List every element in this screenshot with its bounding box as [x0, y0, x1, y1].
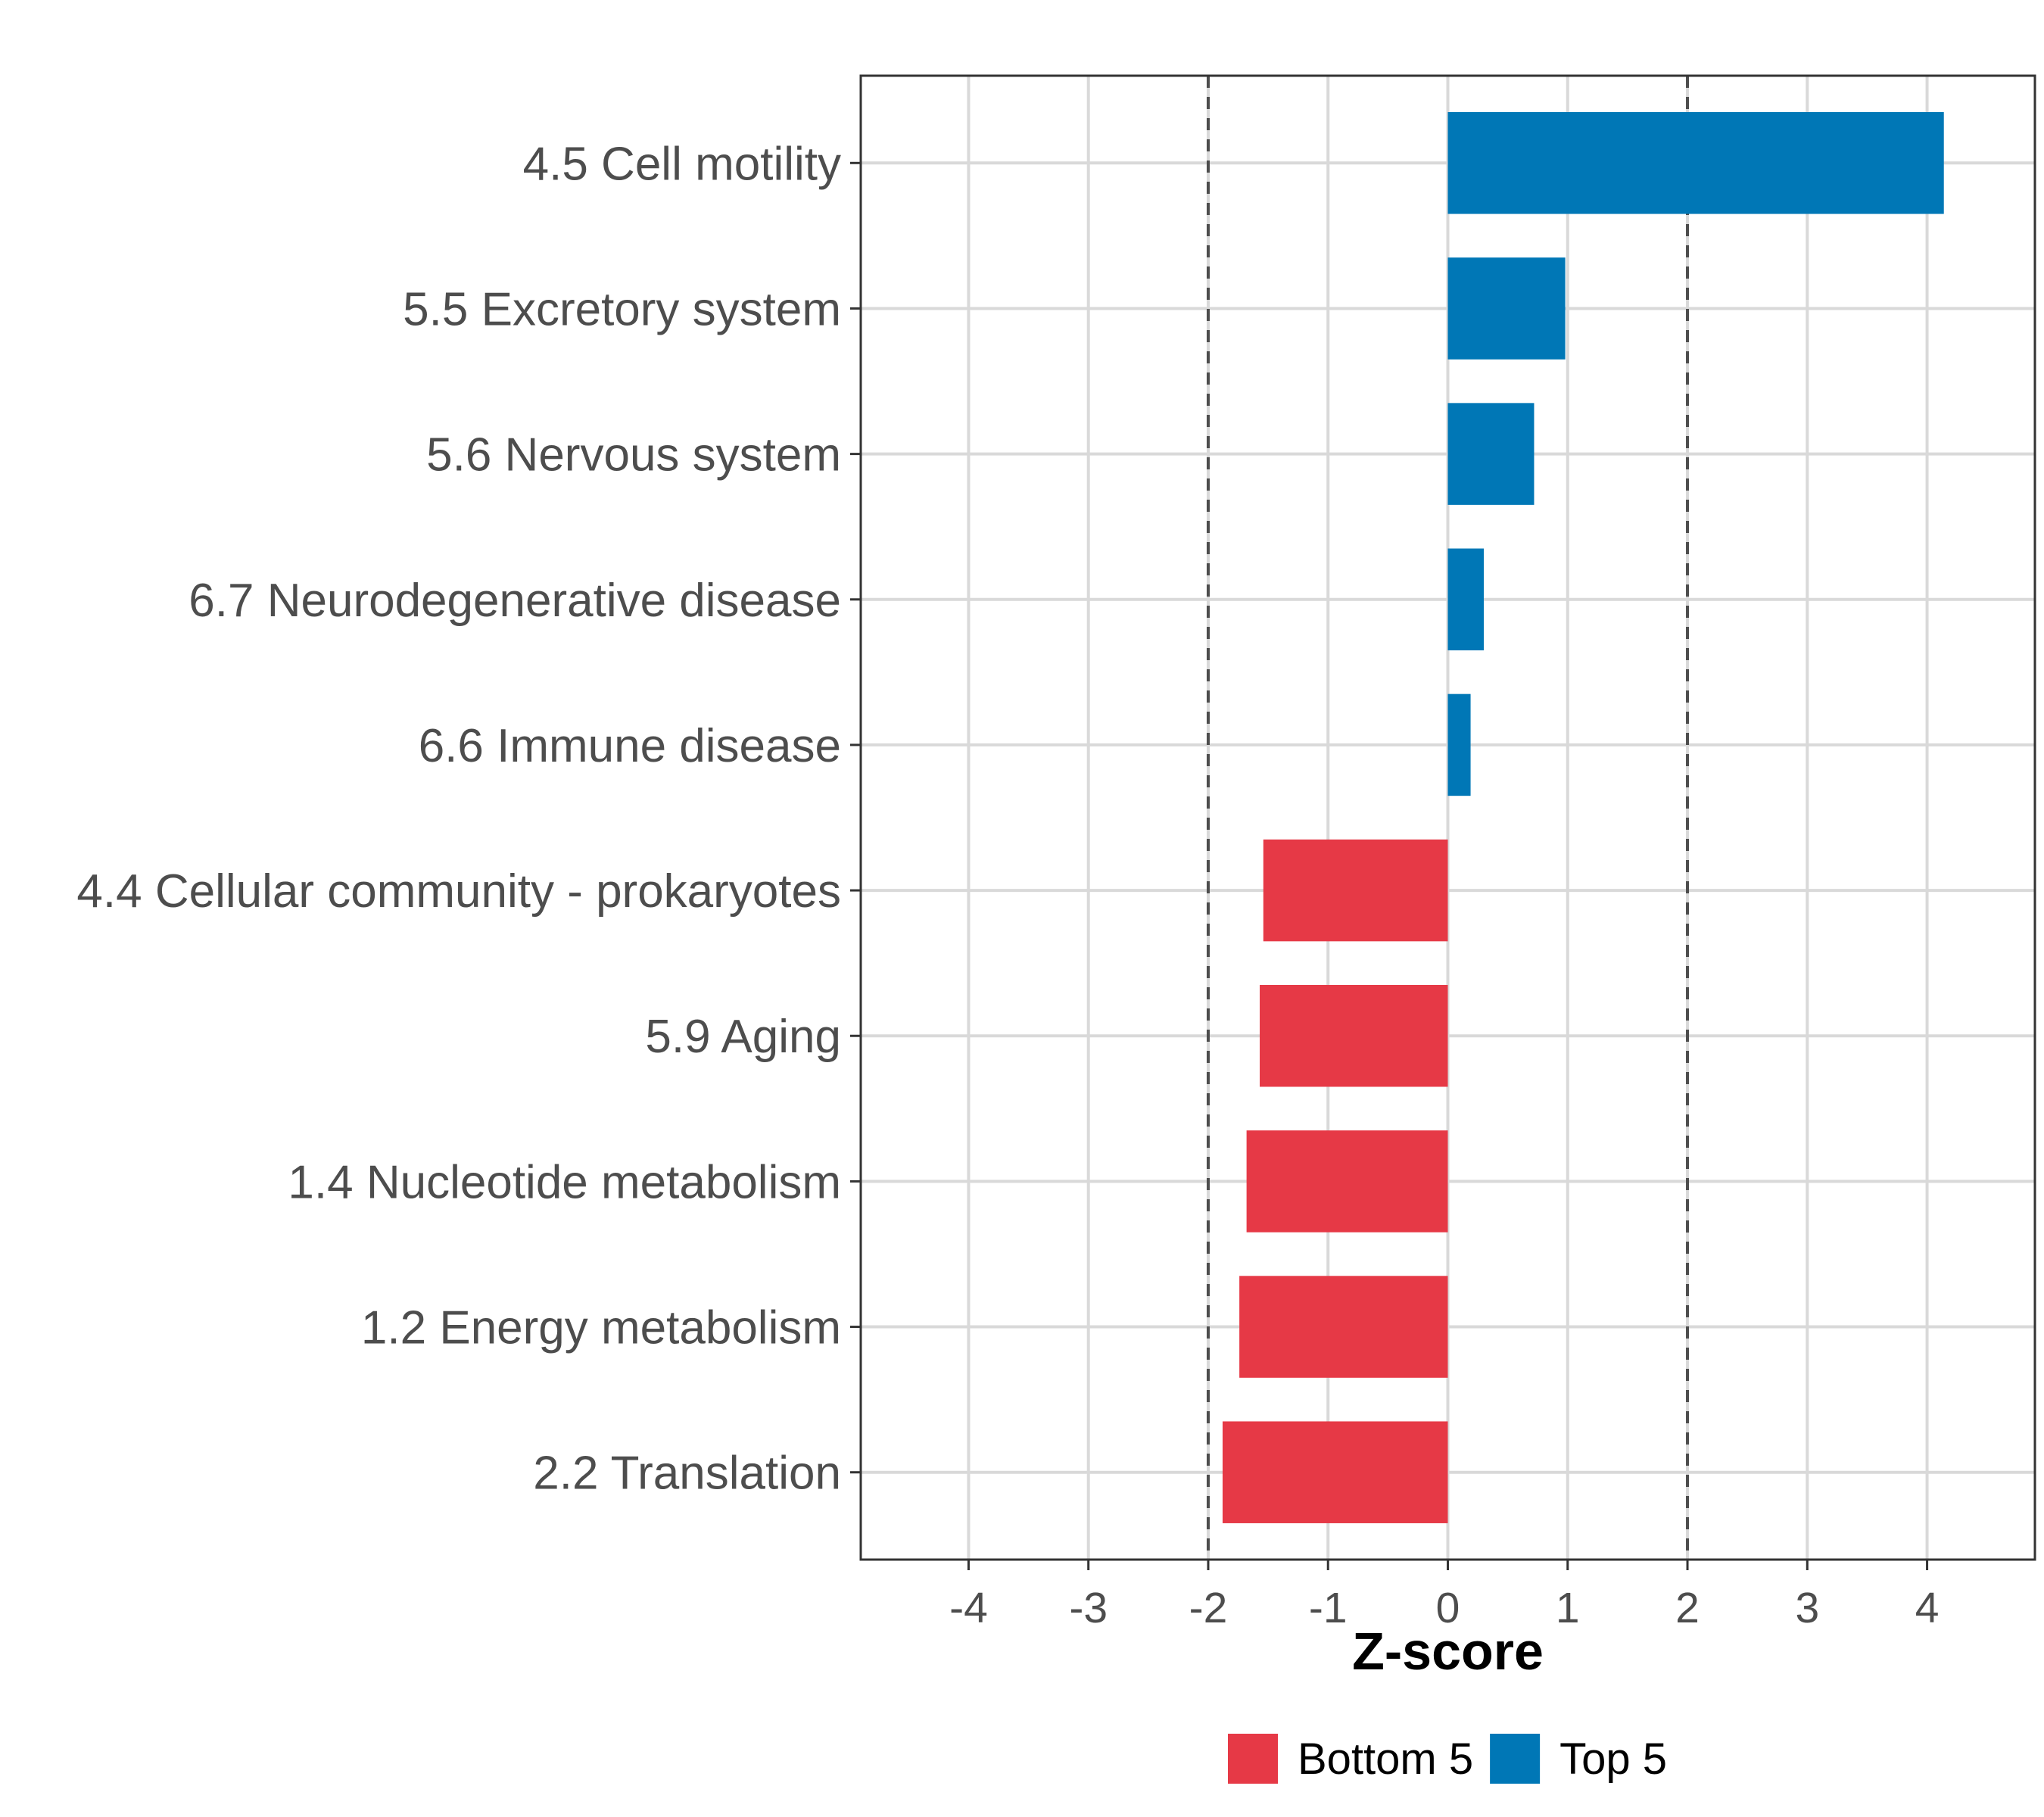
x-tick-label: 4 — [1915, 1584, 1940, 1632]
y-tick-label: 1.4 Nucleotide metabolism — [288, 1156, 841, 1208]
x-axis-title: Z-score — [1352, 1622, 1544, 1681]
bar — [1263, 839, 1448, 942]
bars — [1222, 112, 1944, 1523]
bar — [1222, 1421, 1448, 1523]
y-tick-label: 2.2 Translation — [533, 1448, 841, 1500]
x-tick-label: -3 — [1069, 1584, 1108, 1632]
bar — [1260, 984, 1448, 1087]
y-tick-label: 4.4 Cellular community - prokaryotes — [76, 865, 841, 918]
reference-lines — [1206, 76, 1690, 1560]
bar — [1239, 1276, 1448, 1378]
bar — [1447, 693, 1471, 796]
x-tick-label: -4 — [949, 1584, 988, 1632]
bar — [1246, 1130, 1448, 1233]
x-tick-label: 3 — [1795, 1584, 1819, 1632]
y-axis: 4.5 Cell motility 5.5 Excretory system 5.6… — [76, 138, 861, 1500]
x-axis: -4 -3 -2 -1 0 1 2 3 4 — [949, 1560, 1939, 1632]
y-tick-label: 5.9 Aging — [645, 1011, 841, 1063]
legend-swatch — [1228, 1734, 1278, 1784]
legend: Bottom 5 Top 5 — [1228, 1734, 1667, 1784]
legend-swatch — [1490, 1734, 1541, 1784]
x-tick-label: -1 — [1309, 1584, 1348, 1632]
legend-label: Bottom 5 — [1298, 1734, 1473, 1784]
x-tick-label: 2 — [1675, 1584, 1700, 1632]
x-tick-label: 1 — [1556, 1584, 1580, 1632]
x-tick-label: -2 — [1189, 1584, 1228, 1632]
bar — [1447, 112, 1944, 214]
bar — [1447, 548, 1484, 651]
y-tick-label: 1.2 Energy metabolism — [361, 1302, 841, 1354]
y-tick-label: 6.6 Immune disease — [419, 720, 841, 772]
x-tick-label: 0 — [1436, 1584, 1460, 1632]
y-tick-label: 4.5 Cell motility — [523, 138, 841, 190]
y-tick-label: 5.6 Nervous system — [426, 429, 841, 482]
bar — [1447, 403, 1535, 505]
legend-label: Top 5 — [1559, 1734, 1667, 1784]
y-tick-label: 5.5 Excretory system — [403, 283, 841, 335]
bar — [1447, 257, 1566, 360]
y-tick-label: 6.7 Neurodegenerative disease — [189, 575, 841, 627]
